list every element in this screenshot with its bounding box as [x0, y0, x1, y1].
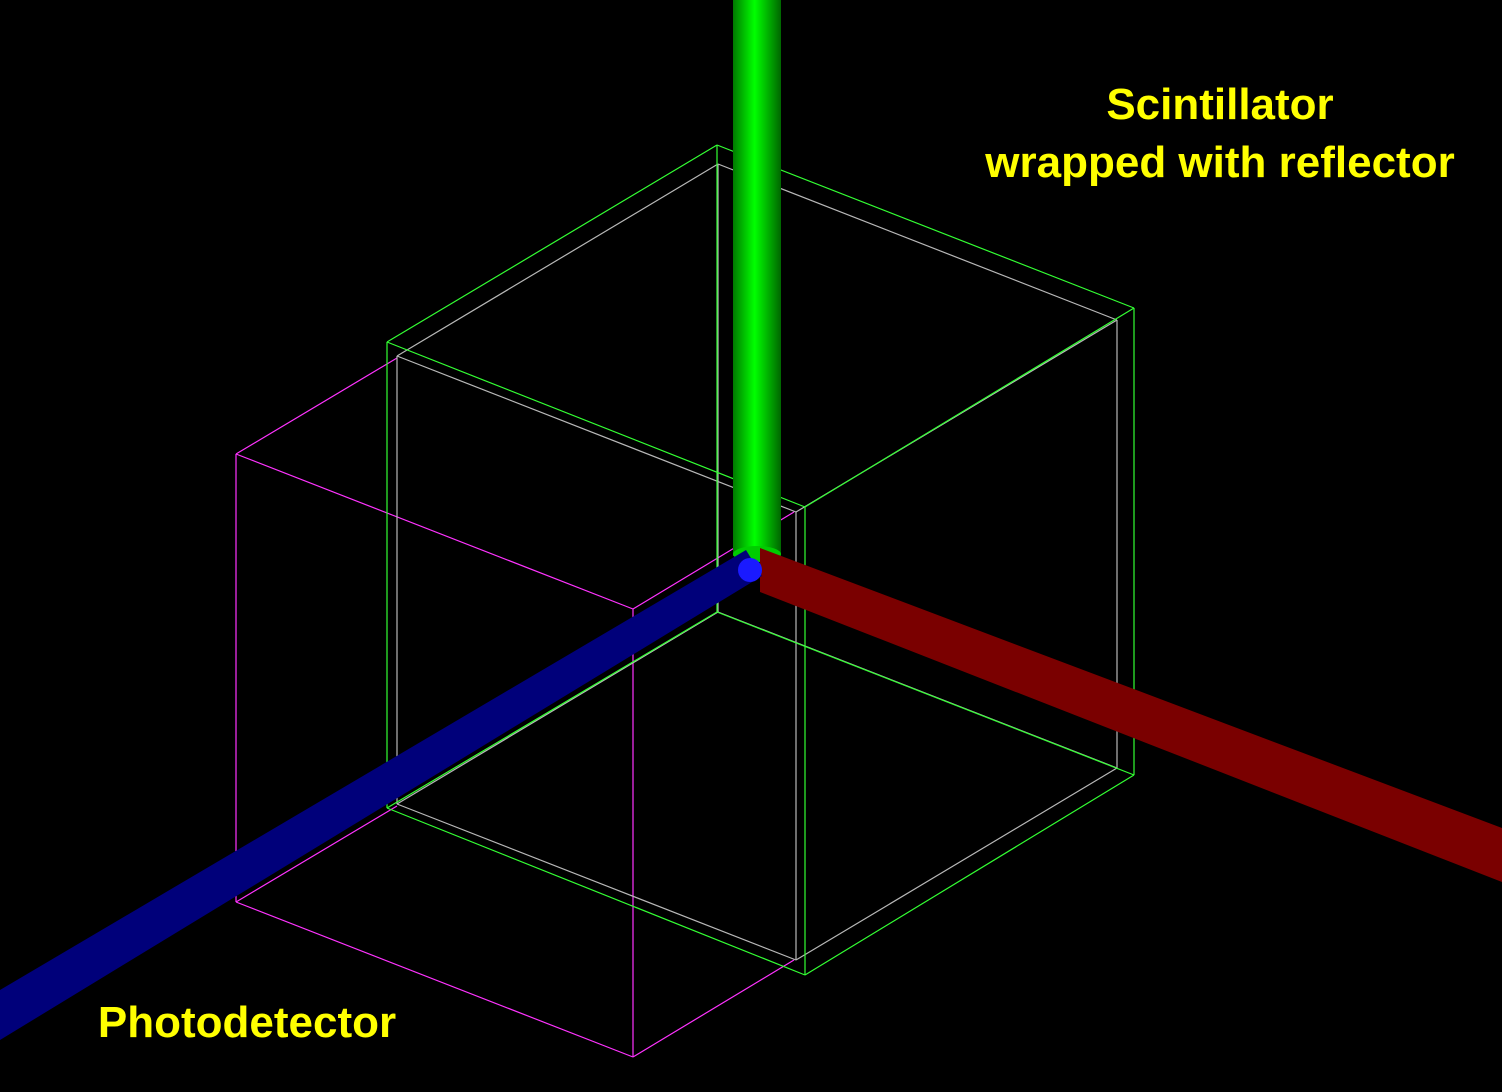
photodetector-label-text: Photodetector	[97, 998, 397, 1047]
scintillator-label-line2: wrapped with reflector	[985, 138, 1455, 187]
axis-x	[760, 548, 1502, 882]
photodetector-label: Photodetector	[60, 994, 434, 1052]
scintillator-label: Scintillator wrapped with reflector	[940, 76, 1500, 192]
axis-y	[733, 0, 781, 562]
axis-z	[0, 550, 762, 1040]
photodetector-wireframe	[235, 357, 795, 1058]
scintillator-label-line1: Scintillator	[1106, 80, 1334, 129]
